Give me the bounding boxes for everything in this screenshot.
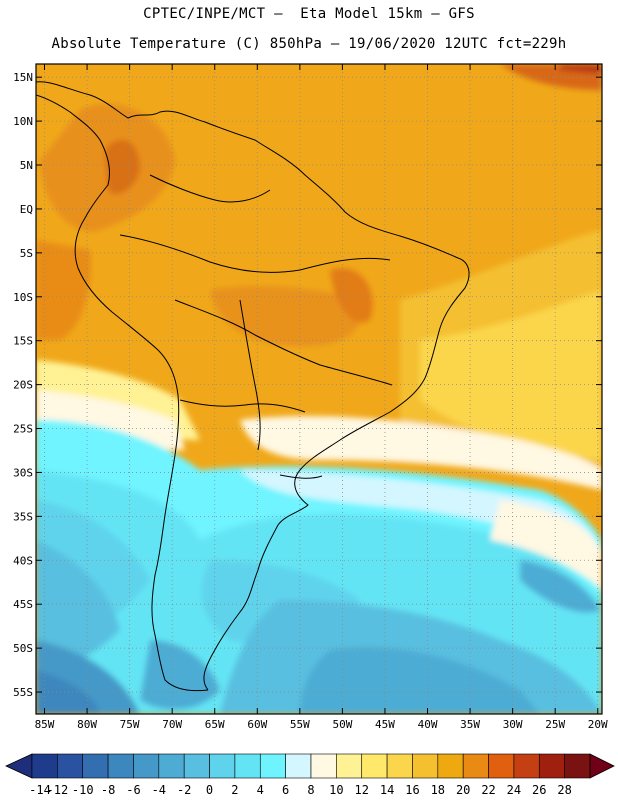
lat-label: 25S: [13, 423, 33, 436]
lon-label: 55W: [290, 718, 310, 731]
lon-label: 85W: [35, 718, 55, 731]
lat-label: 15N: [13, 71, 33, 84]
lon-label: 40W: [418, 718, 438, 731]
lon-label: 65W: [205, 718, 225, 731]
colorbar-label: -2: [177, 783, 191, 797]
lat-label: 40S: [13, 554, 33, 567]
lon-label: 60W: [247, 718, 267, 731]
colorbar-swatch: [234, 753, 261, 779]
colorbar-swatch: [538, 753, 565, 779]
lon-label: 25W: [545, 718, 565, 731]
lon-label: 50W: [332, 718, 352, 731]
colorbar-swatch: [57, 753, 84, 779]
colorbar-swatch: [564, 753, 591, 779]
colorbar-swatch: [158, 753, 185, 779]
colorbar-swatch: [437, 753, 464, 779]
colorbar-left-arrow: [5, 753, 33, 779]
colorbar-swatch: [386, 753, 413, 779]
colorbar-label: -4: [152, 783, 166, 797]
colorbar-label: 12: [355, 783, 369, 797]
colorbar-swatch: [462, 753, 489, 779]
lat-label: 10N: [13, 115, 33, 128]
lat-label: 55S: [13, 686, 33, 699]
colorbar-swatch: [513, 753, 540, 779]
lon-label: 75W: [120, 718, 140, 731]
lat-label: 5S: [20, 247, 33, 260]
colorbar-swatch: [133, 753, 160, 779]
colorbar-label: -10: [72, 783, 94, 797]
colorbar-label: 8: [307, 783, 314, 797]
colorbar-labels: -14-12 -10 -8 -6 -4 -2 0 2 4 6 8 10 12 14 16 18 20 22 24 26…: [29, 783, 572, 797]
lon-label: 70W: [162, 718, 182, 731]
colorbar-label: 0: [206, 783, 213, 797]
lat-label: EQ: [20, 203, 33, 216]
colorbar-label: 4: [257, 783, 264, 797]
colorbar-label: 22: [481, 783, 495, 797]
colorbar-swatch: [285, 753, 312, 779]
colorbar-label: -14: [29, 783, 51, 797]
colorbar-label: 16: [405, 783, 419, 797]
colorbar-label: 10: [329, 783, 343, 797]
latitude-labels: 15N 10N 5N EQ 5S 10S 15S 20S 25S 30S 35S 40S 45S 50S 5…: [13, 71, 602, 699]
title-line-2: Absolute Temperature (C) 850hPa – 19/06/…: [51, 36, 567, 52]
longitude-labels: 85W 80W 75W 70W 65W 60W 55W 50W 45W 40W 35W 30W 25W 2…: [35, 64, 608, 731]
colorbar-swatch: [183, 753, 210, 779]
title-line-1: CPTEC/INPE/MCT – Eta Model 15km – GFS: [143, 6, 475, 22]
colorbar-swatch: [310, 753, 337, 779]
lat-label: 10S: [13, 291, 33, 304]
colorbar-swatch: [488, 753, 515, 779]
colorbar-swatch: [259, 753, 286, 779]
colorbar-label: 18: [431, 783, 445, 797]
colorbar-label: 24: [507, 783, 521, 797]
colorbar-label: 28: [557, 783, 571, 797]
lat-label: 45S: [13, 598, 33, 611]
colorbar-swatch: [31, 753, 58, 779]
colorbar-swatch: [107, 753, 134, 779]
coastline-borders: [36, 81, 470, 692]
colorbar-label: -8: [101, 783, 115, 797]
colorbar-label: 6: [282, 783, 289, 797]
colorbar-swatch: [209, 753, 236, 779]
lat-label: 20S: [13, 379, 33, 392]
colorbar-swatch: [336, 753, 363, 779]
colorbar-swatch: [412, 753, 439, 779]
lat-label: 50S: [13, 642, 33, 655]
colorbar-label: 2: [231, 783, 238, 797]
lon-label: 20W: [588, 718, 608, 731]
colorbar-label: 26: [532, 783, 546, 797]
colorbar-label: -12: [47, 783, 69, 797]
colorbar-right-arrow: [589, 753, 615, 779]
map-frame: [35, 63, 603, 715]
lon-label: 45W: [375, 718, 395, 731]
colorbar: [5, 753, 615, 779]
colorbar-swatch: [361, 753, 388, 779]
colorbar-label: 20: [456, 783, 470, 797]
colorbar-label: -6: [126, 783, 140, 797]
lat-label: 35S: [13, 510, 33, 523]
colorbar-label: 14: [380, 783, 394, 797]
lon-label: 30W: [503, 718, 523, 731]
lat-label: 30S: [13, 466, 33, 479]
lat-label: 15S: [13, 335, 33, 348]
grid-lines: [36, 64, 602, 714]
lon-label: 35W: [460, 718, 480, 731]
lon-label: 80W: [77, 718, 97, 731]
colorbar-swatch: [82, 753, 109, 779]
lat-label: 5N: [20, 159, 33, 172]
temperature-field: [36, 64, 602, 714]
